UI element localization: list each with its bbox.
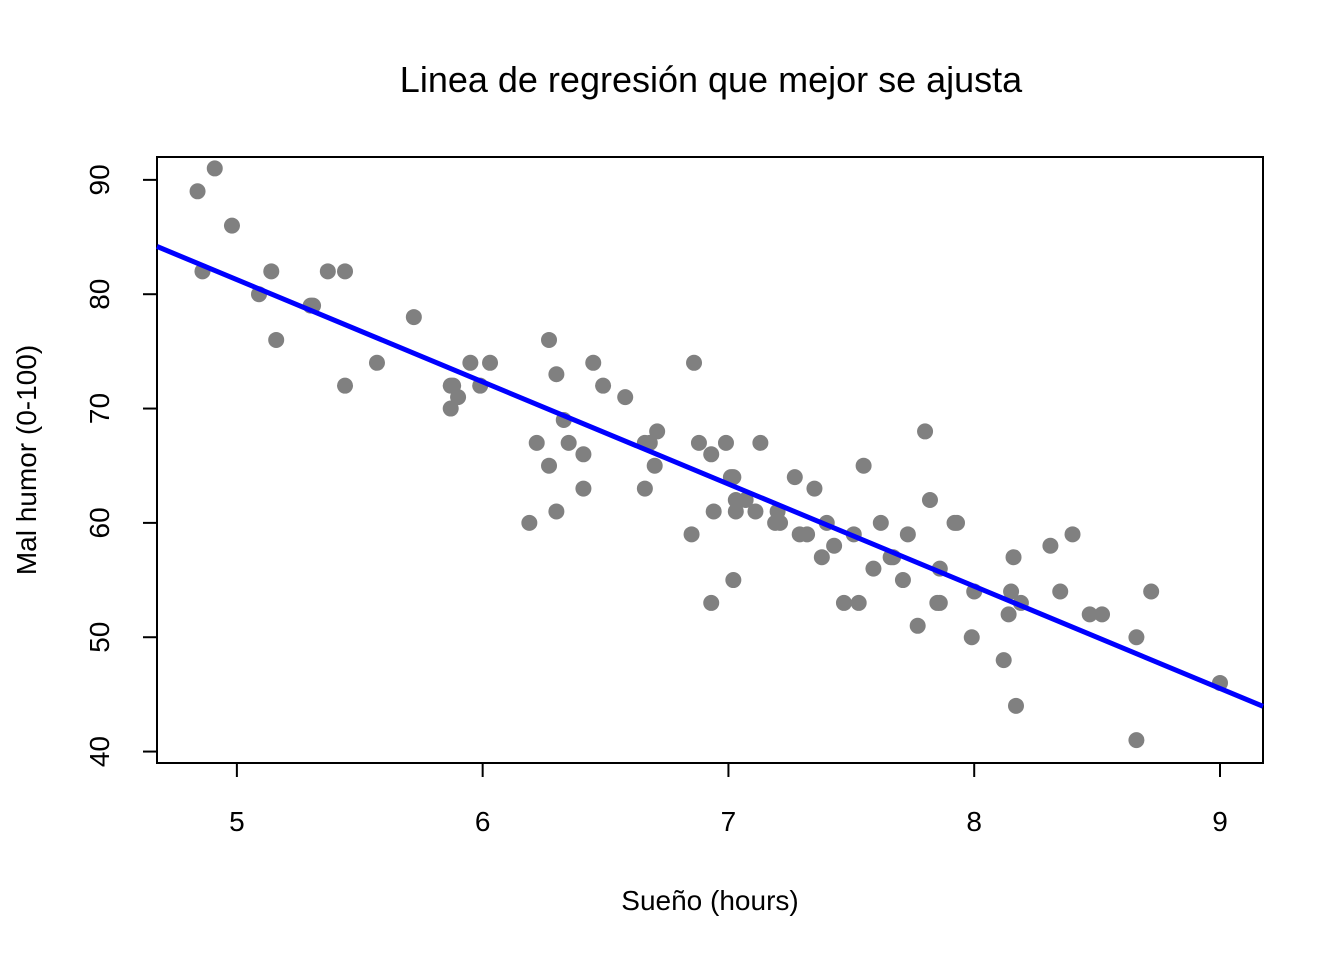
data-point <box>575 480 592 497</box>
data-point <box>917 423 934 440</box>
data-point <box>646 457 663 474</box>
x-tick-label: 6 <box>475 806 491 837</box>
data-point <box>1143 583 1160 600</box>
x-tick-label: 5 <box>229 806 245 837</box>
data-point <box>909 617 926 634</box>
data-point <box>813 549 830 566</box>
y-tick-label: 80 <box>84 279 115 310</box>
x-axis-label: Sueño (hours) <box>621 885 798 916</box>
data-point <box>368 354 385 371</box>
chart-title: Linea de regresión que mejor se ajusta <box>400 59 1023 100</box>
data-point <box>725 469 742 486</box>
data-point <box>899 526 916 543</box>
data-point <box>1007 697 1024 714</box>
data-point <box>1005 549 1022 566</box>
data-point <box>727 503 744 520</box>
data-point <box>1003 583 1020 600</box>
data-point <box>560 434 577 451</box>
data-point <box>995 652 1012 669</box>
data-point <box>826 537 843 554</box>
data-point <box>1052 583 1069 600</box>
data-point <box>850 594 867 611</box>
data-point <box>963 629 980 646</box>
data-point <box>772 514 789 531</box>
data-point <box>548 366 565 383</box>
data-point <box>1128 629 1145 646</box>
data-point <box>617 389 634 406</box>
data-point <box>894 572 911 589</box>
data-point <box>528 434 545 451</box>
data-point <box>835 594 852 611</box>
data-point <box>1128 732 1145 749</box>
data-point <box>703 594 720 611</box>
data-point <box>717 434 734 451</box>
data-point <box>1064 526 1081 543</box>
data-point <box>641 434 658 451</box>
data-point <box>405 309 422 326</box>
data-point <box>690 434 707 451</box>
data-point <box>595 377 612 394</box>
data-point <box>268 331 285 348</box>
data-point <box>189 183 206 200</box>
data-point <box>806 480 823 497</box>
data-point <box>747 503 764 520</box>
data-point <box>921 492 938 509</box>
data-point <box>703 446 720 463</box>
data-point <box>686 354 703 371</box>
x-axis: 5 6 7 8 9 <box>229 762 1228 837</box>
data-point <box>548 503 565 520</box>
data-point <box>683 526 700 543</box>
data-point <box>865 560 882 577</box>
y-tick-label: 60 <box>84 507 115 538</box>
data-point <box>319 263 336 280</box>
data-point <box>575 446 592 463</box>
data-point <box>442 400 459 417</box>
data-point <box>737 492 754 509</box>
data-point <box>752 434 769 451</box>
data-point <box>541 457 558 474</box>
regression-line <box>156 244 1264 709</box>
data-point <box>931 594 948 611</box>
data-point <box>949 514 966 531</box>
y-tick-label: 90 <box>84 164 115 195</box>
data-point <box>263 263 280 280</box>
y-axis: 40 50 60 70 80 90 <box>84 164 158 767</box>
data-point <box>705 503 722 520</box>
data-point <box>337 263 354 280</box>
data-point <box>1000 606 1017 623</box>
data-point <box>450 389 467 406</box>
data-point <box>462 354 479 371</box>
x-tick-label: 8 <box>966 806 982 837</box>
data-point <box>799 526 816 543</box>
data-point <box>206 160 223 177</box>
data-point <box>521 514 538 531</box>
data-point <box>725 572 742 589</box>
data-point <box>872 514 889 531</box>
data-points <box>189 160 1228 749</box>
data-point <box>541 331 558 348</box>
data-point <box>1094 606 1111 623</box>
data-point <box>786 469 803 486</box>
x-tick-label: 9 <box>1212 806 1228 837</box>
data-point <box>1042 537 1059 554</box>
data-point <box>223 217 240 234</box>
data-point <box>482 354 499 371</box>
data-point <box>855 457 872 474</box>
x-tick-label: 7 <box>721 806 737 837</box>
data-point <box>1081 606 1098 623</box>
y-tick-label: 70 <box>84 393 115 424</box>
y-tick-label: 50 <box>84 622 115 653</box>
data-point <box>649 423 666 440</box>
y-tick-label: 40 <box>84 736 115 767</box>
data-point <box>337 377 354 394</box>
data-point <box>585 354 602 371</box>
y-axis-label: Mal humor (0-100) <box>11 345 42 575</box>
data-point <box>636 480 653 497</box>
